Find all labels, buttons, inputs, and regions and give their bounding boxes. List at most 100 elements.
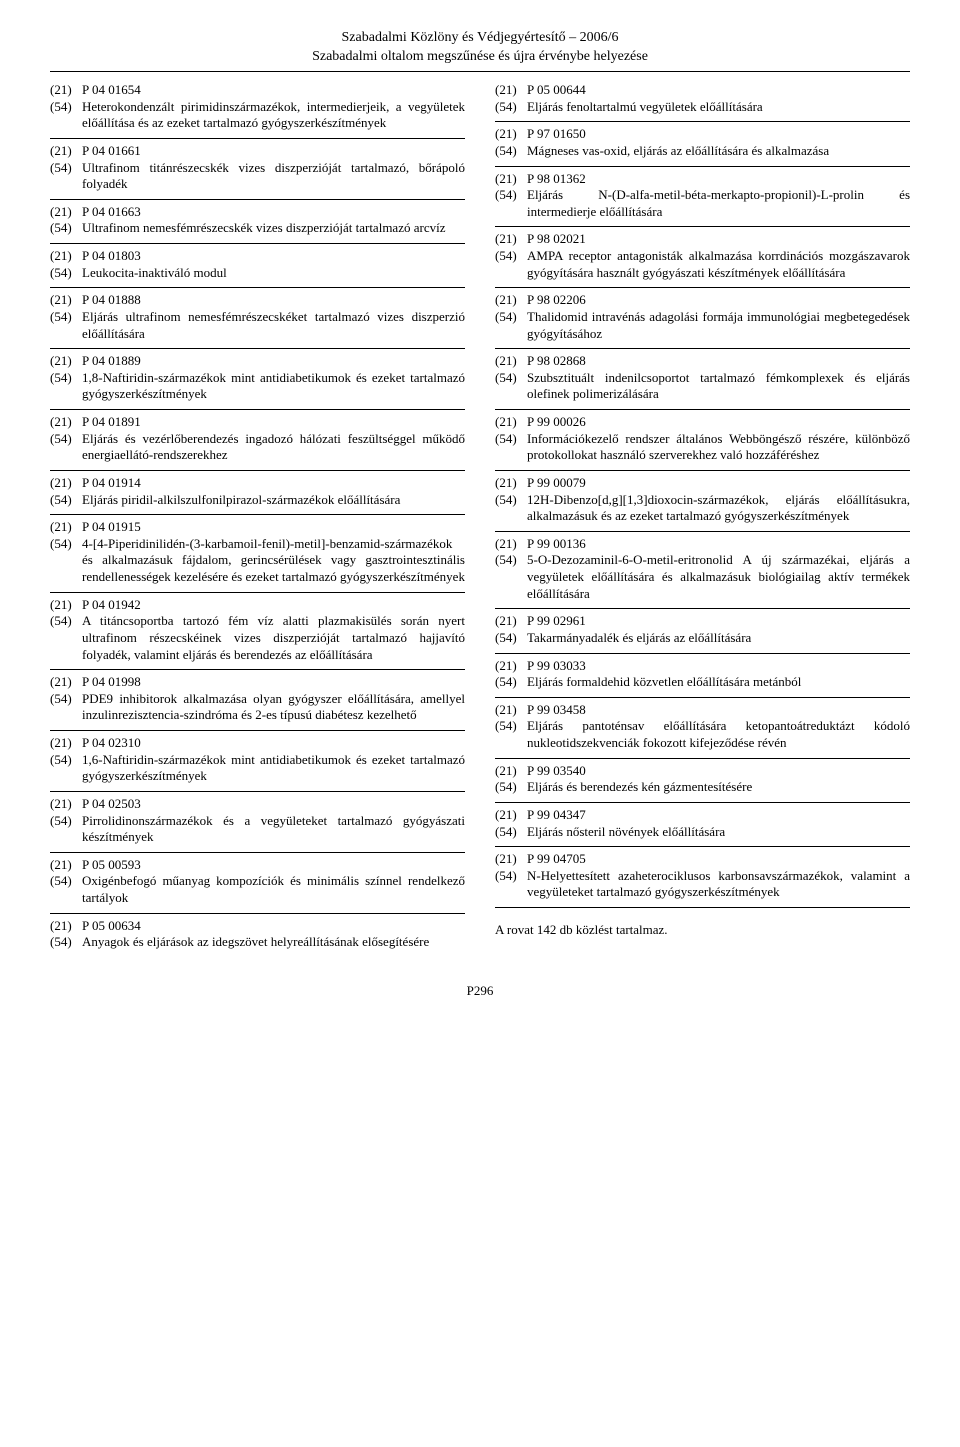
inid-code-21: (21) <box>50 82 82 99</box>
entry-row-54: (54)Oxigénbefogó műanyag kompozíciók és … <box>50 873 465 906</box>
patent-entry: (21)P 05 00634(54)Anyagok és eljárások a… <box>50 918 465 957</box>
entry-row-54: (54)Eljárás és berendezés kén gázmentesí… <box>495 779 910 796</box>
entry-row-54: (54)Eljárás formaldehid közvetlen előáll… <box>495 674 910 691</box>
inid-code-54: (54) <box>495 868 527 901</box>
inid-code-21: (21) <box>495 126 527 143</box>
inid-code-54: (54) <box>50 309 82 342</box>
entry-row-54: (54)Heterokondenzált pirimidinszármazéko… <box>50 99 465 132</box>
patent-entry: (21)P 04 01654(54)Heterokondenzált pirim… <box>50 82 465 139</box>
entry-row-21: (21)P 98 02206 <box>495 292 910 309</box>
patent-entry: (21)P 04 01915(54)4-[4-Piperidinilidén-(… <box>50 519 465 593</box>
entry-row-54: (54)Thalidomid intravénás adagolási form… <box>495 309 910 342</box>
entry-row-21: (21)P 99 00136 <box>495 536 910 553</box>
inid-code-21: (21) <box>495 231 527 248</box>
patent-entry: (21)P 99 04347(54)Eljárás nősteril növén… <box>495 807 910 847</box>
header-rule <box>50 71 910 72</box>
application-number: P 98 02021 <box>527 231 910 248</box>
invention-title: Eljárás piridil-alkilszulfonilpirazol-sz… <box>82 492 465 509</box>
application-number: P 04 01942 <box>82 597 465 614</box>
inid-code-21: (21) <box>50 519 82 536</box>
patent-entry: (21)P 98 02206(54)Thalidomid intravénás … <box>495 292 910 349</box>
application-number: P 99 03540 <box>527 763 910 780</box>
entry-row-21: (21)P 04 01803 <box>50 248 465 265</box>
invention-title: 5-O-Dezozaminil-6-O-metil-eritronolid A … <box>527 552 910 602</box>
patent-entry: (21)P 99 04705(54)N-Helyettesített azahe… <box>495 851 910 908</box>
entry-row-21: (21)P 99 04705 <box>495 851 910 868</box>
patent-entry: (21)P 99 00136(54)5-O-Dezozaminil-6-O-me… <box>495 536 910 610</box>
invention-title: PDE9 inhibitorok alkalmazása olyan gyógy… <box>82 691 465 724</box>
inid-code-21: (21) <box>50 204 82 221</box>
inid-code-21: (21) <box>50 353 82 370</box>
application-number: P 98 02206 <box>527 292 910 309</box>
application-number: P 99 03458 <box>527 702 910 719</box>
invention-title: N-Helyettesített azaheterociklusos karbo… <box>527 868 910 901</box>
inid-code-21: (21) <box>495 536 527 553</box>
inid-code-21: (21) <box>50 674 82 691</box>
inid-code-21: (21) <box>495 763 527 780</box>
application-number: P 04 01654 <box>82 82 465 99</box>
inid-code-21: (21) <box>495 414 527 431</box>
invention-title: Mágneses vas-oxid, eljárás az előállítás… <box>527 143 910 160</box>
application-number: P 05 00644 <box>527 82 910 99</box>
patent-entry: (21)P 04 01889(54)1,8-Naftiridin-származ… <box>50 353 465 410</box>
application-number: P 97 01650 <box>527 126 910 143</box>
inid-code-54: (54) <box>50 265 82 282</box>
inid-code-54: (54) <box>50 752 82 785</box>
entry-row-54: (54)AMPA receptor antagonisták alkalmazá… <box>495 248 910 281</box>
entry-row-21: (21)P 98 01362 <box>495 171 910 188</box>
inid-code-21: (21) <box>495 658 527 675</box>
inid-code-54: (54) <box>50 691 82 724</box>
patent-entry: (21)P 05 00644(54)Eljárás fenoltartalmú … <box>495 82 910 122</box>
inid-code-21: (21) <box>495 292 527 309</box>
application-number: P 04 01663 <box>82 204 465 221</box>
inid-code-54: (54) <box>495 187 527 220</box>
entry-row-54: (54)A titáncsoportba tartozó fém víz ala… <box>50 613 465 663</box>
application-number: P 04 01891 <box>82 414 465 431</box>
patent-entry: (21)P 04 02503(54)Pirrolidinonszármazéko… <box>50 796 465 853</box>
application-number: P 99 00079 <box>527 475 910 492</box>
patent-entry: (21)P 98 02021(54)AMPA receptor antagoni… <box>495 231 910 288</box>
invention-title: Eljárás ultrafinom nemesfémrészecskéket … <box>82 309 465 342</box>
inid-code-54: (54) <box>495 370 527 403</box>
patent-entry: (21)P 98 01362(54)Eljárás N-(D-alfa-meti… <box>495 171 910 228</box>
entry-row-54: (54)Szubsztituált indenilcsoportot tarta… <box>495 370 910 403</box>
application-number: P 99 04347 <box>527 807 910 824</box>
application-number: P 99 00136 <box>527 536 910 553</box>
invention-title: Eljárás és berendezés kén gázmentesítésé… <box>527 779 910 796</box>
invention-title: Ultrafinom nemesfémrészecskék vizes disz… <box>82 220 465 237</box>
invention-title: Anyagok és eljárások az idegszövet helyr… <box>82 934 465 951</box>
inid-code-54: (54) <box>495 718 527 751</box>
application-number: P 04 01998 <box>82 674 465 691</box>
invention-title: Eljárás N-(D-alfa-metil-béta-merkapto-pr… <box>527 187 910 220</box>
entry-row-54: (54)N-Helyettesített azaheterociklusos k… <box>495 868 910 901</box>
entry-row-54: (54)1,8-Naftiridin-származékok mint anti… <box>50 370 465 403</box>
entry-row-21: (21)P 04 01915 <box>50 519 465 536</box>
inid-code-54: (54) <box>495 431 527 464</box>
entry-row-21: (21)P 04 01891 <box>50 414 465 431</box>
patent-entry: (21)P 04 01942(54)A titáncsoportba tarto… <box>50 597 465 671</box>
entry-row-54: (54)Információkezelő rendszer általános … <box>495 431 910 464</box>
entry-row-54: (54)5-O-Dezozaminil-6-O-metil-eritronoli… <box>495 552 910 602</box>
inid-code-21: (21) <box>50 143 82 160</box>
patent-entry: (21)P 99 00026(54)Információkezelő rends… <box>495 414 910 471</box>
invention-title: Ultrafinom titánrészecskék vizes diszper… <box>82 160 465 193</box>
inid-code-21: (21) <box>50 796 82 813</box>
invention-title: Eljárás pantoténsav előállítására ketopa… <box>527 718 910 751</box>
header-line-1: Szabadalmi Közlöny és Védjegyértesítő – … <box>50 30 910 46</box>
entry-row-21: (21)P 99 04347 <box>495 807 910 824</box>
application-number: P 04 01888 <box>82 292 465 309</box>
inid-code-21: (21) <box>50 292 82 309</box>
invention-title: Szubsztituált indenilcsoportot tartalmaz… <box>527 370 910 403</box>
invention-title: Leukocita-inaktiváló modul <box>82 265 465 282</box>
patent-entry: (21)P 99 03033(54)Eljárás formaldehid kö… <box>495 658 910 698</box>
section-footer-note: A rovat 142 db közlést tartalmaz. <box>495 922 910 938</box>
application-number: P 04 01889 <box>82 353 465 370</box>
entry-row-21: (21)P 05 00593 <box>50 857 465 874</box>
entry-row-21: (21)P 05 00634 <box>50 918 465 935</box>
page-number: P296 <box>50 983 910 999</box>
inid-code-54: (54) <box>50 99 82 132</box>
entry-row-21: (21)P 05 00644 <box>495 82 910 99</box>
invention-title: A titáncsoportba tartozó fém víz alatti … <box>82 613 465 663</box>
entry-row-21: (21)P 99 03458 <box>495 702 910 719</box>
inid-code-54: (54) <box>50 813 82 846</box>
